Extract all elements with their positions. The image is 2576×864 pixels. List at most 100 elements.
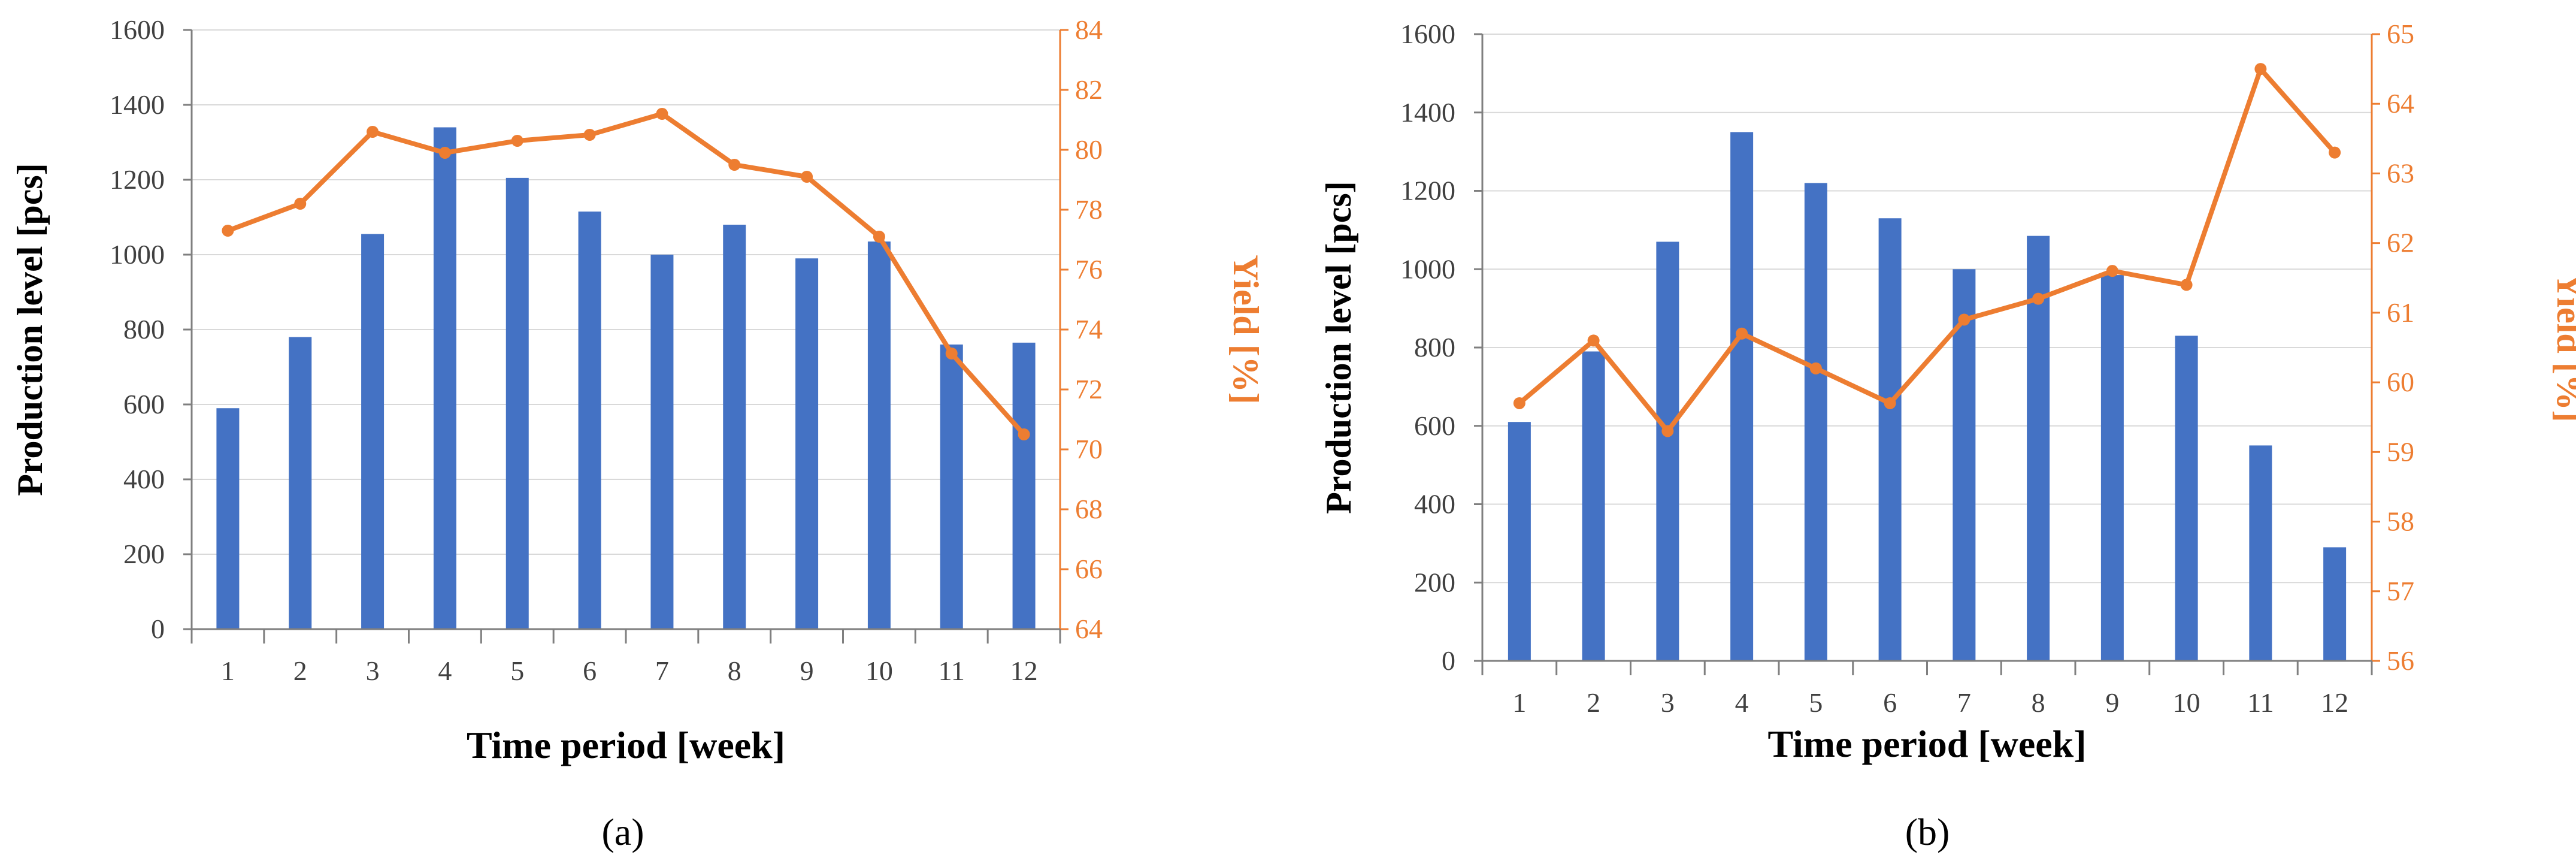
bar <box>2323 547 2347 661</box>
y2-tick-label: 80 <box>1075 134 1103 165</box>
bar <box>1878 218 1902 661</box>
bar <box>650 255 674 629</box>
x-tick-label: 8 <box>728 655 741 686</box>
bar <box>505 177 529 629</box>
bar <box>2175 336 2198 661</box>
y2-tick-label: 76 <box>1075 254 1103 285</box>
y2-tick-label: 68 <box>1075 494 1103 524</box>
yield-point <box>1018 428 1030 440</box>
yield-point <box>511 135 523 147</box>
y2-tick-label: 64 <box>1075 614 1103 644</box>
y2-tick-label: 84 <box>1075 14 1103 45</box>
x-tick-label: 8 <box>2032 687 2045 718</box>
y2-tick-label: 78 <box>1075 194 1103 225</box>
x-axis-label: Time period [week] <box>1767 723 2086 765</box>
bar <box>1012 342 1036 629</box>
y-tick-label: 1400 <box>110 89 165 120</box>
y-tick-label: 1400 <box>1400 97 1455 128</box>
x-tick-label: 3 <box>1661 687 1675 718</box>
y-tick-label: 600 <box>1414 410 1455 441</box>
x-tick-label: 11 <box>939 655 965 686</box>
y-tick-label: 0 <box>1442 645 1455 676</box>
x-axis-label: Time period [week] <box>467 724 785 766</box>
y2-tick-label: 64 <box>2387 88 2414 119</box>
y2-axis-label: Yield [%] <box>2550 273 2576 422</box>
panel-caption: (b) <box>1905 811 1950 853</box>
bar <box>1730 132 1754 661</box>
x-tick-label: 5 <box>510 655 524 686</box>
yield-point <box>656 108 668 120</box>
yield-point <box>294 198 307 210</box>
y2-tick-label: 59 <box>2387 436 2414 467</box>
y2-tick-label: 66 <box>1075 554 1103 584</box>
x-tick-label: 7 <box>1957 687 1971 718</box>
x-tick-label: 2 <box>293 655 307 686</box>
y2-tick-label: 82 <box>1075 74 1103 105</box>
x-tick-label: 10 <box>865 655 893 686</box>
yield-point <box>1736 327 1748 340</box>
bar <box>2100 275 2124 661</box>
yield-point <box>801 171 813 183</box>
y2-tick-label: 70 <box>1075 434 1103 464</box>
y-axis-label: Production level [pcs] <box>10 163 50 496</box>
y-tick-label: 600 <box>123 389 165 419</box>
x-tick-label: 12 <box>1010 655 1038 686</box>
yield-point <box>1884 397 1896 409</box>
yield-point <box>1661 425 1674 437</box>
y2-tick-label: 65 <box>2387 19 2414 49</box>
x-tick-label: 7 <box>655 655 669 686</box>
x-tick-label: 1 <box>221 655 235 686</box>
y2-axis-label: Yield [%] <box>1226 255 1266 404</box>
x-tick-label: 9 <box>800 655 814 686</box>
bar <box>2027 235 2050 661</box>
bar <box>578 212 601 629</box>
chart-a: 0200400600800100012001400160064666870727… <box>10 14 1266 853</box>
bar <box>1804 183 1827 661</box>
y-tick-label: 1600 <box>110 14 165 45</box>
y-tick-label: 200 <box>1414 567 1455 597</box>
bar <box>940 345 963 629</box>
x-tick-label: 4 <box>1735 687 1749 718</box>
x-tick-label: 10 <box>2173 687 2200 718</box>
y2-tick-label: 60 <box>2387 367 2414 397</box>
bar <box>216 408 240 629</box>
y-tick-label: 400 <box>123 464 165 494</box>
bar <box>361 234 385 629</box>
y-tick-label: 800 <box>123 314 165 345</box>
y-tick-label: 1200 <box>1400 176 1455 206</box>
bar <box>795 258 819 629</box>
x-tick-label: 11 <box>2247 687 2274 718</box>
yield-point <box>2329 146 2341 159</box>
yield-point <box>1587 334 1600 347</box>
bar <box>1582 351 1605 661</box>
yield-point <box>583 129 596 141</box>
y2-tick-label: 56 <box>2387 645 2414 676</box>
y2-tick-label: 61 <box>2387 297 2414 328</box>
yield-line <box>227 111 1026 436</box>
y-tick-label: 400 <box>1414 489 1455 519</box>
bar <box>867 241 891 629</box>
x-tick-label: 2 <box>1587 687 1600 718</box>
x-tick-label: 6 <box>583 655 597 686</box>
bar <box>433 127 456 629</box>
y-tick-label: 1000 <box>1400 253 1455 284</box>
x-tick-label: 9 <box>2105 687 2119 718</box>
y-axis-label: Production level [pcs] <box>1319 181 1358 514</box>
chart-b: 0200400600800100012001400160056575859606… <box>1319 19 2576 853</box>
yield-point <box>2032 292 2045 305</box>
y2-tick-label: 58 <box>2387 506 2414 537</box>
y-tick-label: 1200 <box>110 164 165 195</box>
yield-point <box>873 231 885 243</box>
y-tick-label: 200 <box>123 539 165 569</box>
bar <box>1656 241 1679 661</box>
y-tick-label: 0 <box>151 614 165 644</box>
y-tick-label: 1600 <box>1400 19 1455 49</box>
bar <box>1508 422 1531 661</box>
x-tick-label: 1 <box>1512 687 1526 718</box>
x-tick-label: 5 <box>1809 687 1823 718</box>
yield-point <box>2106 265 2118 277</box>
yield-point <box>2180 279 2193 291</box>
bar <box>2249 445 2272 661</box>
yield-point <box>222 225 234 237</box>
